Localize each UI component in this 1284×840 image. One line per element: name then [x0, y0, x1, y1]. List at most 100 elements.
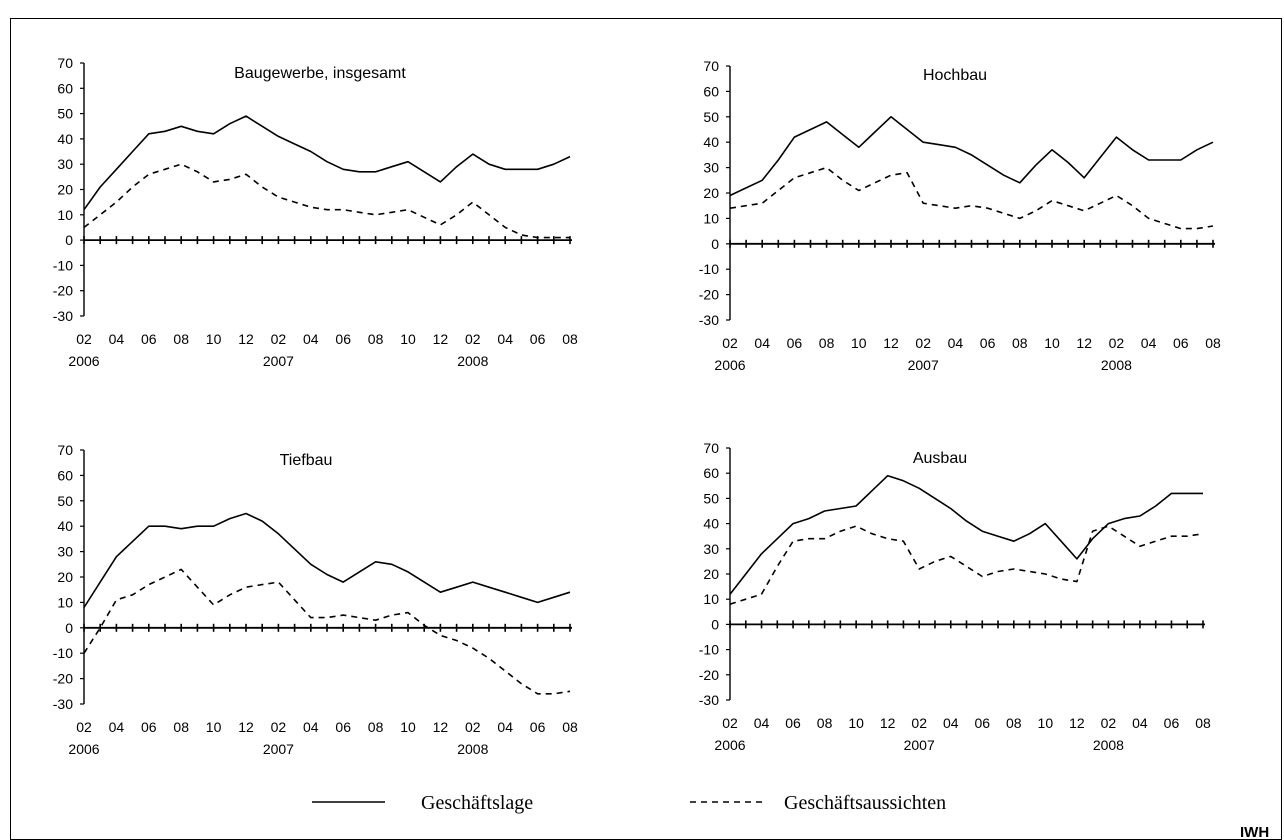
x-tick-label: 06 — [785, 715, 801, 731]
x-tick-label: 12 — [883, 335, 899, 351]
series-line-geschaeftslage — [84, 514, 570, 608]
x-tick-label: 06 — [141, 331, 157, 347]
x-tick-label: 04 — [303, 719, 319, 735]
panel-1: Baugewerbe, insgesamt 70 60 50 40 30 20 10 0 -10 -… — [53, 55, 578, 369]
x-tick-label: 04 — [1132, 715, 1148, 731]
panel-title: Tiefbau — [280, 452, 333, 469]
x-tick-label: 12 — [880, 715, 896, 731]
x-tick-label: 02 — [915, 335, 931, 351]
y-tick-label: 50 — [57, 493, 73, 509]
y-tick-label: 0 — [711, 616, 719, 632]
y-tick-label: 70 — [57, 55, 73, 71]
series-line-geschaeftslage — [84, 116, 570, 210]
y-tick-label: 60 — [703, 83, 719, 99]
y-tick-label: 50 — [57, 106, 73, 122]
y-tick-label: 10 — [57, 594, 73, 610]
y-tick-label: 20 — [57, 182, 73, 198]
x-tick-label: 04 — [497, 331, 513, 347]
x-tick-label: 10 — [1038, 715, 1054, 731]
y-tick-label: 10 — [703, 210, 719, 226]
x-tick-label: 04 — [109, 719, 125, 735]
year-label: 2007 — [904, 737, 935, 753]
x-tick-label: 04 — [754, 715, 770, 731]
panel-title: Hochbau — [923, 67, 987, 84]
y-tick-label: 50 — [703, 109, 719, 125]
x-tick-label: 02 — [76, 331, 92, 347]
x-tick-label: 12 — [238, 719, 254, 735]
y-tick-label: 70 — [703, 58, 719, 74]
year-label: 2006 — [714, 357, 745, 373]
x-tick-label: 08 — [1205, 335, 1221, 351]
y-tick-label: -20 — [53, 671, 73, 687]
x-tick-label: 10 — [851, 335, 867, 351]
x-tick-label: 12 — [238, 331, 254, 347]
x-tick-label: 06 — [787, 335, 803, 351]
x-tick-label: 02 — [1109, 335, 1125, 351]
x-tick-label: 02 — [722, 335, 738, 351]
series-line-geschaeftsaussichten — [730, 526, 1203, 604]
y-tick-label: -10 — [699, 642, 719, 658]
year-label: 2007 — [263, 741, 294, 757]
x-tick-label: 04 — [754, 335, 770, 351]
x-tick-label: 10 — [1044, 335, 1060, 351]
y-tick-label: 70 — [57, 442, 73, 458]
x-tick-label: 06 — [974, 715, 990, 731]
x-tick-label: 06 — [530, 719, 546, 735]
series-line-geschaeftsaussichten — [730, 168, 1213, 229]
x-tick-label: 04 — [497, 719, 513, 735]
x-tick-label: 02 — [1101, 715, 1117, 731]
year-label: 2008 — [457, 353, 488, 369]
x-tick-label: 06 — [335, 719, 351, 735]
y-tick-label: 30 — [703, 541, 719, 557]
legend: Geschäftslage Geschäftsaussichten — [312, 792, 946, 814]
y-tick-label: -30 — [699, 312, 719, 328]
source-label: IWH — [1240, 824, 1269, 840]
x-tick-label: 08 — [819, 335, 835, 351]
x-tick-label: 04 — [1141, 335, 1157, 351]
y-tick-label: 20 — [703, 566, 719, 582]
year-label: 2006 — [68, 353, 99, 369]
y-tick-label: -30 — [53, 696, 73, 712]
panel-title: Baugewerbe, insgesamt — [234, 65, 406, 82]
x-tick-label: 08 — [562, 719, 578, 735]
y-tick-label: 40 — [703, 134, 719, 150]
y-tick-label: 0 — [65, 620, 73, 636]
x-tick-label: 06 — [141, 719, 157, 735]
x-tick-label: 02 — [722, 715, 738, 731]
x-tick-label: 08 — [817, 715, 833, 731]
x-tick-label: 06 — [335, 331, 351, 347]
y-tick-label: 40 — [703, 516, 719, 532]
y-tick-label: 60 — [703, 465, 719, 481]
y-tick-label: -10 — [53, 257, 73, 273]
year-label: 2008 — [1093, 737, 1124, 753]
year-label: 2006 — [68, 741, 99, 757]
y-tick-label: 0 — [711, 236, 719, 252]
x-tick-label: 04 — [943, 715, 959, 731]
x-tick-label: 12 — [433, 331, 449, 347]
y-tick-label: -30 — [53, 308, 73, 324]
y-tick-label: -10 — [53, 645, 73, 661]
y-tick-label: 40 — [57, 518, 73, 534]
y-tick-label: -20 — [699, 667, 719, 683]
year-label: 2008 — [1101, 357, 1132, 373]
y-tick-label: 50 — [703, 490, 719, 506]
x-tick-label: 08 — [1006, 715, 1022, 731]
x-tick-label: 10 — [848, 715, 864, 731]
year-label: 2007 — [908, 357, 939, 373]
y-tick-label: 20 — [57, 569, 73, 585]
x-tick-label: 12 — [1076, 335, 1092, 351]
x-tick-label: 02 — [465, 331, 481, 347]
y-tick-label: 30 — [703, 160, 719, 176]
y-tick-label: -30 — [699, 692, 719, 708]
y-tick-label: 40 — [57, 131, 73, 147]
x-tick-label: 10 — [400, 331, 416, 347]
x-tick-label: 06 — [530, 331, 546, 347]
y-tick-label: 30 — [57, 156, 73, 172]
x-tick-label: 06 — [980, 335, 996, 351]
x-tick-label: 02 — [465, 719, 481, 735]
year-label: 2006 — [714, 737, 745, 753]
x-tick-label: 02 — [271, 331, 287, 347]
